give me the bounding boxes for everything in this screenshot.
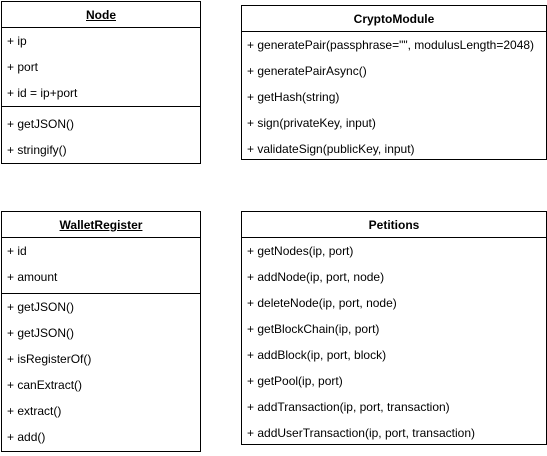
method: + addTransaction(ip, port, transaction) <box>247 400 450 414</box>
method: + addNode(ip, port, node) <box>247 270 385 284</box>
class-name: Node <box>2 2 200 28</box>
class-name: WalletRegister <box>2 212 200 238</box>
method: + getJSON() <box>7 300 75 314</box>
method: + stringify() <box>7 143 67 157</box>
methods-section: + getJSON() + stringify() <box>2 107 200 163</box>
method: + getHash(string) <box>247 90 340 104</box>
class-crypto-module: CryptoModule + generatePair(passphrase="… <box>241 5 547 160</box>
method: + add() <box>7 430 46 444</box>
method: + generatePairAsync() <box>247 64 367 78</box>
attributes-section: + id + amount <box>2 238 200 294</box>
method: + deleteNode(ip, port, node) <box>247 296 397 310</box>
class-wallet-register: WalletRegister + id + amount + getJSON()… <box>1 211 201 452</box>
methods-section: + getJSON() + getJSON() + isRegisterOf()… <box>2 294 200 450</box>
class-node: Node + ip + port + id = ip+port + getJSO… <box>1 1 201 164</box>
attribute: + ip <box>7 34 27 48</box>
class-name: Petitions <box>242 212 546 238</box>
methods-section: + generatePair(passphrase="", modulusLen… <box>242 32 546 162</box>
method: + getBlockChain(ip, port) <box>247 322 380 336</box>
method: + getNodes(ip, port) <box>247 244 354 258</box>
method: + canExtract() <box>7 378 83 392</box>
class-name: CryptoModule <box>242 6 546 32</box>
method: + getJSON() <box>7 117 75 131</box>
attribute: + id = ip+port <box>7 86 78 100</box>
methods-section: + getNodes(ip, port) + addNode(ip, port,… <box>242 238 546 446</box>
method: + generatePair(passphrase="", modulusLen… <box>247 38 535 52</box>
attribute: + port <box>7 60 39 74</box>
attribute: + id <box>7 244 27 258</box>
attributes-section: + ip + port + id = ip+port <box>2 28 200 107</box>
attribute: + amount <box>7 270 58 284</box>
method: + addBlock(ip, port, block) <box>247 348 387 362</box>
method: + extract() <box>7 404 62 418</box>
method: + getPool(ip, port) <box>247 374 343 388</box>
method: + validateSign(publicKey, input) <box>247 142 415 156</box>
method: + getJSON() <box>7 326 75 340</box>
class-petitions: Petitions + getNodes(ip, port) + addNode… <box>241 211 547 445</box>
method: + sign(privateKey, input) <box>247 116 376 130</box>
method: + addUserTransaction(ip, port, transacti… <box>247 426 475 440</box>
method: + isRegisterOf() <box>7 352 92 366</box>
